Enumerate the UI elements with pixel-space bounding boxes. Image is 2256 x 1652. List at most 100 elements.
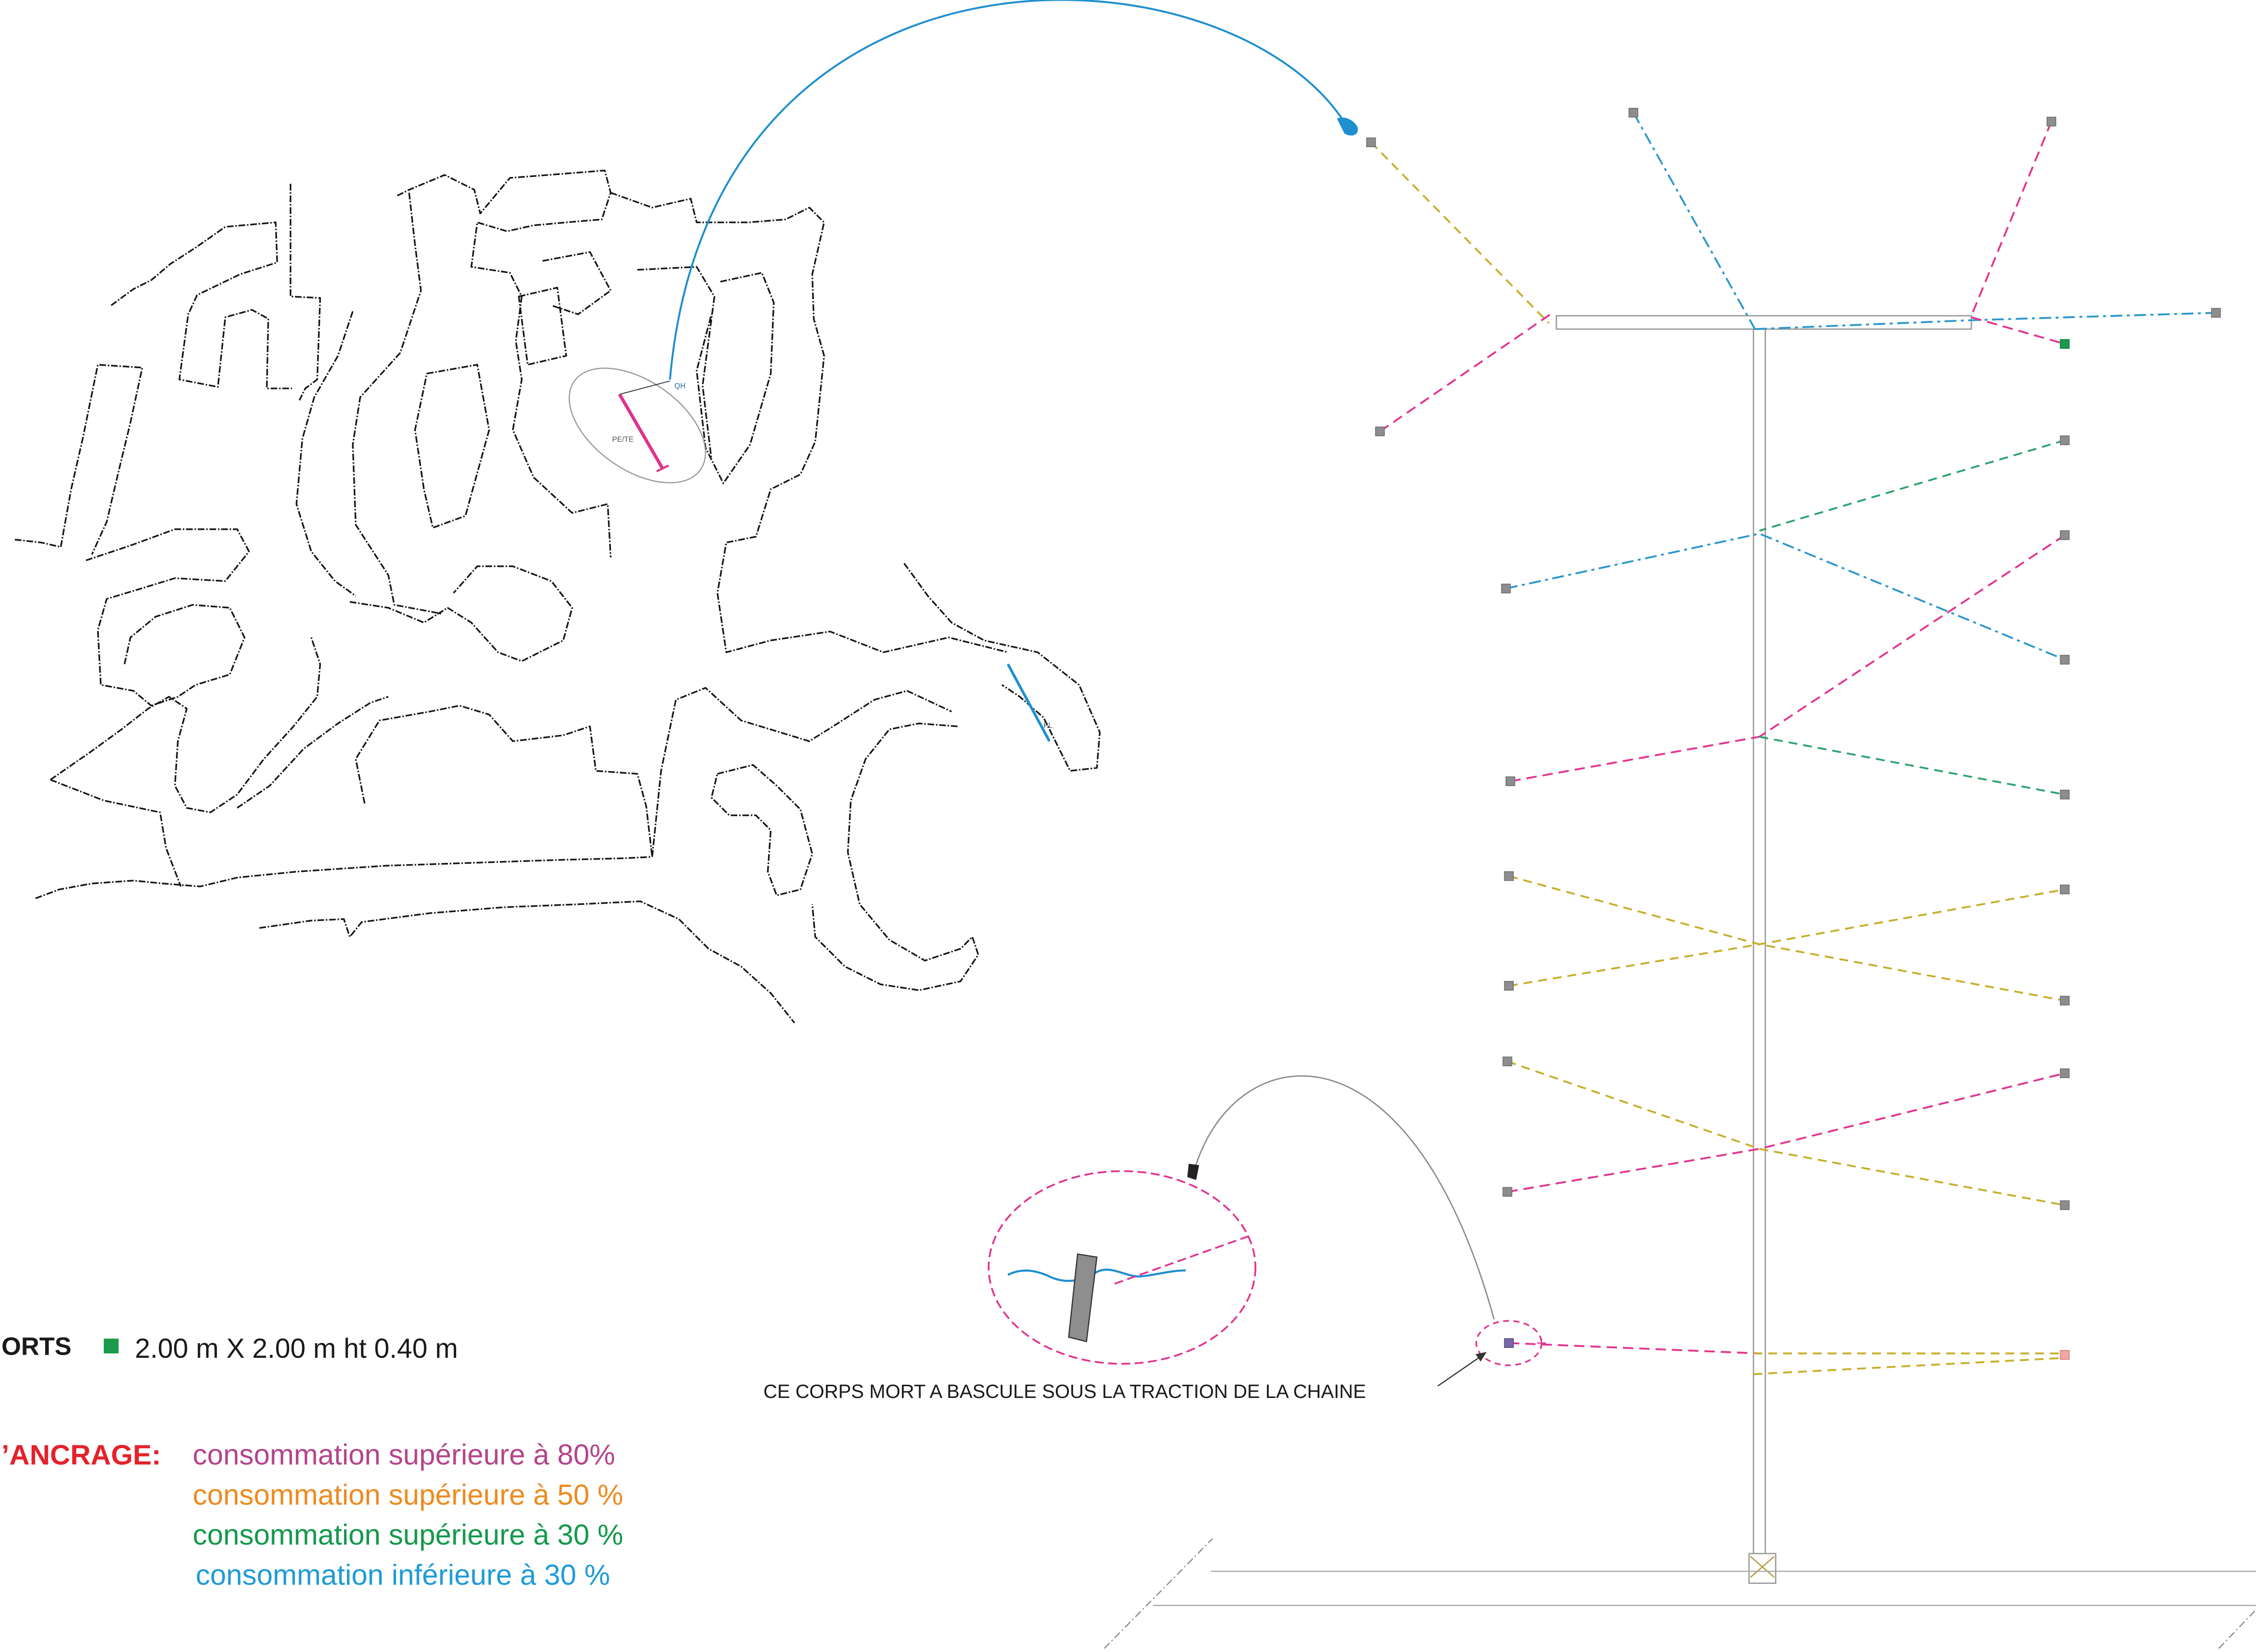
connector-line (619, 380, 670, 395)
legend-item-under-30: consommation inférieure à 30 % (196, 1559, 610, 1591)
quay-outline (50, 779, 182, 887)
label-pe-te: PE/TE (612, 435, 633, 444)
quay-outline (85, 528, 250, 707)
mooring-line (1508, 875, 2065, 1002)
anchor-block (2060, 884, 2070, 894)
label-pl: PL (1044, 722, 1053, 730)
quay-outline (903, 563, 1101, 772)
anchor-block (2060, 655, 2070, 665)
mooring-line (1753, 1357, 2065, 1375)
quay-outline (542, 251, 612, 315)
anchor-block (2060, 1200, 2070, 1210)
break-line (2218, 1609, 2256, 1649)
callout-arc (669, 0, 1347, 380)
legend-anchoring-title: ’ANCRAGE: (1, 1440, 161, 1471)
detail-callout-arrowhead (1187, 1163, 1199, 1180)
anchor-block (1628, 108, 1638, 118)
mooring-line (1508, 888, 2065, 987)
berth-highlight: QH PE/TE (569, 367, 706, 484)
cross-mark (1537, 1338, 1546, 1348)
pontoon-pe-te-line (618, 393, 664, 469)
detail-callout-arc (1193, 1075, 1495, 1320)
anchor-block (2046, 116, 2057, 127)
quay-outline (414, 364, 490, 529)
break-line (1104, 1538, 1213, 1649)
mooring-line (1759, 439, 2065, 532)
quay-outline (111, 222, 292, 389)
anchor-block (1502, 1187, 1512, 1197)
mooring-line (1510, 736, 1760, 782)
anchor-block (2060, 435, 2070, 445)
anchor-block-tilting (1504, 1338, 1514, 1348)
mooring-line (1509, 1342, 1760, 1355)
anchor-block (1504, 871, 1514, 881)
legend-dead-weights-title: ORTS (1, 1332, 71, 1360)
pontoon-end-tick (656, 464, 669, 472)
mooring-line (1755, 312, 2216, 330)
legend-item-80-text: consommation supérieure à 80% (193, 1439, 615, 1471)
legend: ORTS 2.00 m X 2.00 m ht 0.40 m ’ANCRAGE:… (1, 1332, 623, 1591)
quay-outline (651, 687, 952, 857)
legend-item-30: consommation supérieure à 30 % (193, 1518, 623, 1551)
legend-item-50: consommation supérieure à 50 % (193, 1478, 623, 1511)
mooring-line (1971, 316, 2065, 345)
anchor-block (1505, 776, 1516, 786)
mooring-line (1507, 1060, 2065, 1206)
mooring-lines (1370, 112, 2216, 1375)
anchor-block (2060, 530, 2070, 540)
anchor-blocks (1366, 108, 2221, 1360)
legend-item-30-text: consommation supérieure à 30 % (193, 1518, 623, 1551)
quay-outline (811, 722, 979, 991)
quay-outline (696, 272, 775, 484)
legend-dead-weight-size: 2.00 m X 2.00 m ht 0.40 m (135, 1333, 458, 1364)
quay-outline (610, 192, 1008, 653)
quay-outline (236, 696, 389, 809)
tilting-anchor-detail (988, 1170, 1257, 1365)
legend-dead-weight-swatch (103, 1338, 119, 1354)
mooring-line (1632, 112, 1756, 330)
annotation-arrowhead (1475, 1352, 1487, 1362)
quay-outline (355, 704, 653, 857)
mooring-line (1970, 121, 2053, 316)
anchor-block (1366, 137, 1376, 148)
label-qh: QH (675, 382, 686, 390)
quay-outline (397, 170, 612, 558)
anchor-block (1501, 583, 1511, 593)
detail-ellipse (988, 1170, 1257, 1365)
anchor-block (1502, 1056, 1512, 1066)
quay-outline (50, 637, 321, 814)
anchor-block-dead-weight (2060, 339, 2070, 349)
anchor-block (2060, 1350, 2070, 1360)
mooring-line (1370, 141, 1550, 324)
quay-outline (259, 900, 795, 1023)
seabed-wave (1007, 1268, 1186, 1282)
pontoon-structure (1104, 315, 2256, 1649)
berth-ellipse (569, 367, 706, 484)
pl-marker: PL (1007, 663, 1053, 742)
pontoon-pl-line (1007, 663, 1051, 742)
mooring-line (1759, 534, 2066, 738)
quay-outline (350, 565, 573, 662)
quay-outline (296, 311, 356, 597)
callout-arrowhead (1337, 117, 1358, 136)
mooring-line (1507, 1072, 2065, 1193)
detail-chain-line (1114, 1234, 1253, 1285)
quay-outline (518, 287, 567, 366)
harbor-outline (14, 170, 1101, 1023)
gangway-hinge (1750, 1556, 1775, 1578)
quay-outline (35, 856, 652, 899)
mooring-line (1379, 313, 1551, 432)
legend-item-50-text: consommation supérieure à 50 % (193, 1478, 623, 1511)
quay-outline (352, 192, 442, 615)
anchor-block (2211, 308, 2221, 318)
legend-item-80: consommation supérieure à 80% (193, 1439, 615, 1471)
gangway-box (1748, 1553, 1776, 1584)
quay-outline (637, 266, 716, 460)
mooring-line (1506, 532, 2065, 661)
anchor-block (2060, 995, 2070, 1006)
head-pontoon (1555, 315, 1972, 330)
annotation-arrow-line (1437, 1356, 1481, 1387)
legend-item-under-30-text: consommation inférieure à 30 % (196, 1559, 610, 1591)
anchor-block (1504, 981, 1514, 991)
